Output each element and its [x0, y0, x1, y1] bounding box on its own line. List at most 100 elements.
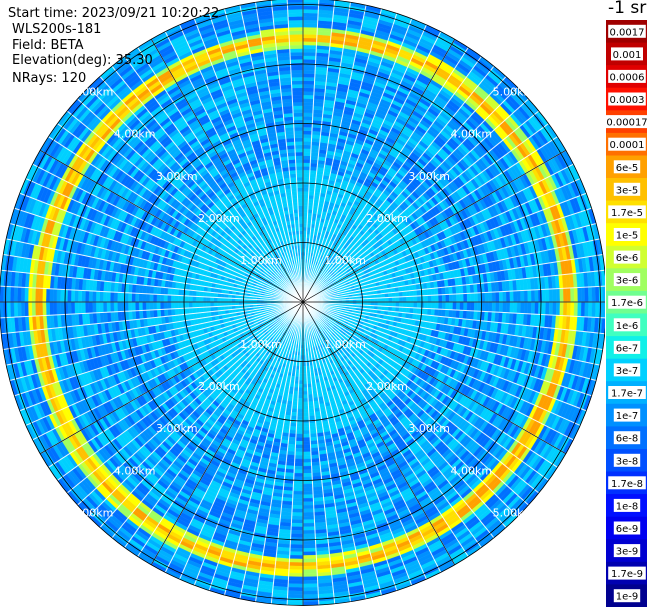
ppi-gate	[502, 301, 507, 313]
ppi-gate	[302, 51, 317, 57]
ppi-gate	[402, 291, 407, 297]
ppi-gate	[384, 297, 389, 303]
ppi-gate	[516, 301, 521, 314]
ppi-gate	[309, 429, 317, 435]
ppi-gate	[516, 290, 521, 303]
ppi-gate	[302, 159, 311, 164]
ppi-gate	[445, 294, 450, 303]
ppi-gate	[570, 301, 575, 317]
ppi-gate	[302, 98, 314, 103]
ppi-gate	[541, 301, 546, 315]
ppi-gate	[595, 286, 600, 303]
ppi-gate	[573, 287, 579, 303]
ppi-gate	[534, 289, 539, 303]
ppi-gate	[427, 288, 432, 296]
ppi-gate	[406, 296, 411, 303]
ppi-gate	[423, 308, 428, 316]
ppi-gate	[520, 301, 525, 314]
ppi-gate	[602, 301, 605, 318]
ppi-gate	[302, 34, 318, 39]
ppi-gate	[506, 291, 511, 303]
ppi-gate	[552, 301, 557, 316]
ppi-gate	[302, 137, 312, 142]
ppi-gate	[302, 9, 319, 14]
ppi-gate	[308, 191, 315, 196]
ppi-gate	[308, 194, 315, 200]
ppi-gate	[302, 184, 310, 189]
ppi-gate	[463, 301, 468, 311]
ppi-gate	[412, 289, 418, 297]
ppi-gate	[402, 301, 407, 308]
ppi-gate	[431, 301, 436, 310]
ppi-gate	[588, 286, 593, 303]
ppi-gate	[302, 16, 319, 21]
ppi-gate	[309, 177, 317, 182]
ppi-gate	[473, 292, 479, 303]
ppi-gate	[409, 307, 414, 314]
ppi-gate	[302, 112, 314, 117]
ppi-gate	[302, 126, 313, 132]
ppi-gate	[573, 301, 579, 317]
ppi-gate	[591, 301, 596, 318]
ppi-gate	[509, 290, 514, 303]
ppi-gate	[559, 301, 564, 316]
ppi-gate	[308, 415, 316, 420]
ppi-gate	[395, 301, 400, 308]
ppi-gate	[302, 87, 315, 92]
ppi-gate	[466, 301, 471, 311]
ppi-gate	[302, 155, 311, 160]
ppi-gate	[506, 301, 511, 313]
ppi-gate	[513, 301, 518, 314]
ppi-gate	[302, 212, 308, 217]
ppi-gate	[302, 166, 311, 171]
ppi-gate	[308, 187, 316, 193]
ppi-gate	[520, 290, 525, 303]
ppi-gate	[434, 294, 439, 303]
ppi-gate	[449, 301, 454, 311]
ppi-gate	[302, 176, 310, 181]
ppi-gate	[473, 301, 479, 312]
ppi-gate	[302, 55, 317, 60]
ppi-gate	[434, 301, 439, 310]
ppi-gate	[302, 0, 319, 3]
ppi-gate	[399, 301, 404, 308]
ppi-gate	[391, 296, 396, 303]
ppi-gate	[413, 295, 418, 303]
ppi-gate	[527, 301, 532, 315]
ppi-gate	[302, 69, 316, 74]
ppi-sectors	[0, 0, 605, 606]
ppi-gate	[406, 301, 411, 308]
ppi-gate	[513, 290, 518, 303]
ppi-gate	[452, 301, 457, 311]
ppi-gate	[420, 295, 425, 303]
ppi-gate	[449, 293, 454, 303]
ppi-gate	[302, 169, 311, 174]
ppi-gate	[302, 62, 316, 67]
ppi-gate	[302, 5, 319, 10]
ppi-gate	[302, 12, 319, 17]
ppi-gate	[570, 287, 575, 303]
ppi-gate	[441, 301, 446, 310]
ppi-gate	[302, 187, 310, 192]
ppi-gate	[302, 94, 314, 99]
ppi-gate	[566, 287, 571, 303]
ppi-gate	[423, 288, 428, 296]
ppi-gate	[302, 173, 310, 178]
ppi-gate	[531, 289, 536, 303]
ppi-gate	[559, 288, 564, 303]
ppi-gate	[308, 411, 316, 417]
ppi-gate	[459, 301, 464, 311]
ppi-gate	[470, 292, 475, 303]
ppi-gate	[420, 301, 425, 309]
ppi-gate	[491, 301, 496, 313]
ppi-gate	[416, 301, 421, 309]
ppi-gate	[456, 301, 461, 311]
ppi-gate	[309, 169, 317, 175]
ppi-gate	[302, 144, 312, 149]
ppi-gate	[484, 301, 489, 312]
ppi-gate	[302, 194, 309, 199]
ppi-gate	[302, 84, 315, 89]
ppi-gate	[495, 291, 500, 303]
ppi-gate	[502, 291, 507, 303]
ppi-gate	[302, 109, 314, 114]
